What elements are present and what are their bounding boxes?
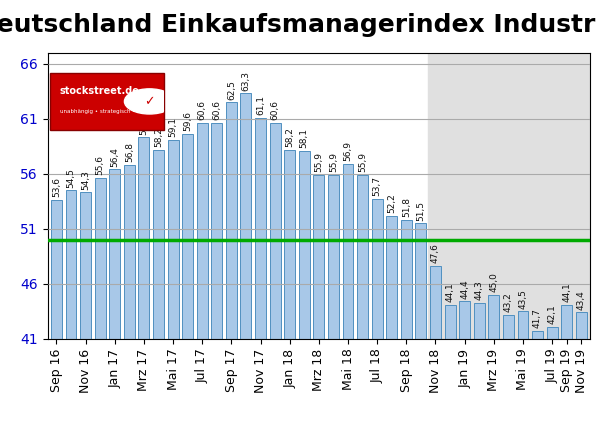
Bar [197,123,207,339]
Text: 44,1: 44,1 [562,282,571,302]
Bar [532,331,543,339]
Bar [459,301,470,339]
Bar [255,117,266,339]
Bar [124,165,135,339]
Bar [430,266,441,339]
Bar [66,190,76,339]
Bar [95,178,105,339]
Text: 52,2: 52,2 [387,193,396,213]
Text: 44,3: 44,3 [475,280,484,300]
Bar [313,175,324,339]
Text: 59,1: 59,1 [169,117,178,137]
Text: 59,6: 59,6 [183,111,192,132]
Bar [428,53,589,339]
Bar [576,312,586,339]
Text: 45,0: 45,0 [489,272,498,292]
Bar [357,175,368,339]
Bar [299,150,310,339]
Text: 60,6: 60,6 [271,100,280,121]
Bar [153,150,164,339]
Text: 56,8: 56,8 [125,142,134,162]
Text: 55,9: 55,9 [329,152,338,172]
Bar [328,175,339,339]
Text: 43,4: 43,4 [577,290,586,310]
Text: 53,7: 53,7 [372,176,381,196]
Bar [226,102,237,339]
Text: 60,6: 60,6 [198,100,207,121]
Bar [241,93,252,339]
Bar [109,169,120,339]
Bar [517,311,529,339]
Text: 43,2: 43,2 [504,292,513,312]
Text: 56,9: 56,9 [343,141,352,161]
Text: 51,8: 51,8 [402,197,411,217]
Bar [547,326,558,339]
Text: 58,2: 58,2 [154,127,163,147]
Bar [138,137,150,339]
Bar [401,220,412,339]
Bar [343,164,353,339]
Bar [415,223,426,339]
Text: 54,5: 54,5 [67,168,76,187]
Text: 51,5: 51,5 [417,201,426,220]
Bar [284,150,295,339]
Text: 56,4: 56,4 [110,147,119,167]
Text: 58,2: 58,2 [285,127,294,147]
Text: 42,1: 42,1 [548,304,557,324]
Text: 62,5: 62,5 [227,80,236,99]
Text: 41,7: 41,7 [533,308,542,328]
Text: 55,9: 55,9 [314,152,324,172]
Bar [212,123,222,339]
Text: 60,6: 60,6 [212,100,221,121]
Text: 53,6: 53,6 [52,177,61,198]
Text: 44,4: 44,4 [460,279,469,299]
Text: 58,1: 58,1 [300,128,309,148]
Bar [445,304,455,339]
Bar [488,295,499,339]
Text: 54,3: 54,3 [81,170,90,190]
Text: 61,1: 61,1 [256,95,265,115]
Bar [80,192,91,339]
Text: 59,3: 59,3 [139,115,148,135]
Text: 47,6: 47,6 [431,244,440,264]
Bar [386,216,397,339]
Bar [561,304,572,339]
Text: 44,1: 44,1 [446,282,455,302]
Bar [474,303,485,339]
Bar [372,199,383,339]
Text: 55,6: 55,6 [96,155,105,176]
Bar [167,139,179,339]
Bar [182,134,193,339]
Bar [269,123,281,339]
Text: Deutschland Einkaufsmanagerindex Industrie: Deutschland Einkaufsmanagerindex Industr… [0,13,596,37]
Text: 43,5: 43,5 [519,289,527,308]
Bar [51,200,62,339]
Text: 63,3: 63,3 [241,71,250,91]
Text: 55,9: 55,9 [358,152,367,172]
Bar [503,315,514,339]
